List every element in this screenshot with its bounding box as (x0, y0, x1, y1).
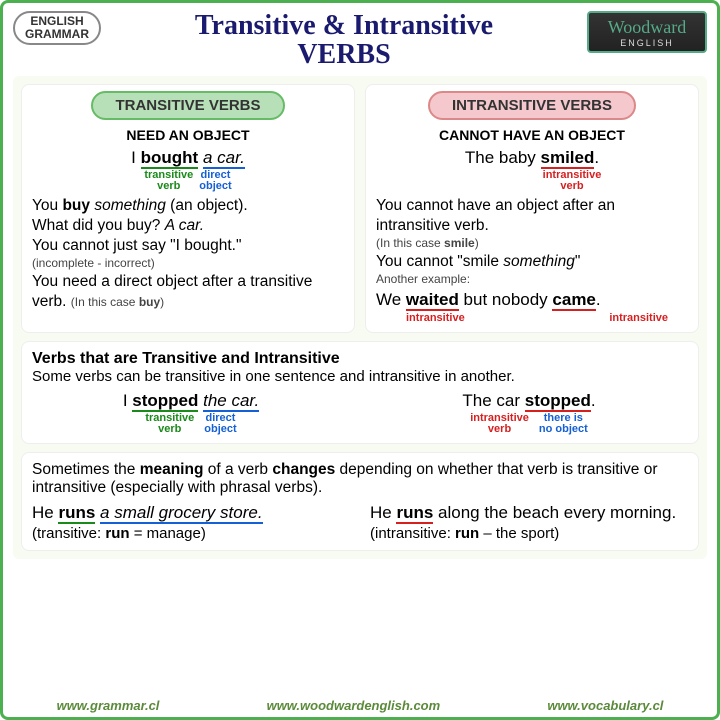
footer-url-2: www.woodwardenglish.com (267, 698, 441, 713)
ex-obj: a car. (203, 148, 245, 169)
footer-url-1: www.grammar.cl (57, 698, 160, 713)
transitive-body: You buy something (an object). What did … (32, 196, 344, 312)
both-examples: I stopped the car. transitiveverb direct… (32, 389, 688, 435)
intransitive-example2: We waited but nobody came. (376, 289, 688, 311)
col-head-transitive: TRANSITIVE VERBS NEED AN OBJECT I bought… (32, 91, 344, 192)
meaning-text: Sometimes the meaning of a verb changes … (32, 461, 688, 497)
transitive-annot: transitive verb direct object (32, 170, 344, 192)
meaning-examples: He runs a small grocery store. (transiti… (32, 501, 688, 542)
ex-verb-intr: smiled (541, 148, 595, 169)
intransitive-subhead: CANNOT HAVE AN OBJECT (376, 127, 688, 143)
meaning-section: Sometimes the meaning of a verb changes … (21, 452, 699, 551)
footer-url-3: www.vocabulary.cl (547, 698, 663, 713)
ex-verb: bought (141, 148, 199, 169)
col-head-intransitive: INTRANSITIVE VERBS CANNOT HAVE AN OBJECT… (376, 91, 688, 192)
intransitive-body: You cannot have an object after an intra… (376, 196, 688, 325)
footer-links: www.grammar.cl www.woodwardenglish.com w… (3, 698, 717, 713)
two-columns: TRANSITIVE VERBS NEED AN OBJECT I bought… (21, 84, 699, 334)
transitive-column: TRANSITIVE VERBS NEED AN OBJECT I bought… (21, 84, 355, 334)
both-title: Verbs that are Transitive and Intransiti… (32, 350, 688, 368)
infographic-frame: ENGLISH GRAMMAR Transitive & Intransitiv… (0, 0, 720, 720)
intransitive-pill: INTRANSITIVE VERBS (428, 91, 636, 120)
both-sub: Some verbs can be transitive in one sent… (32, 368, 688, 385)
transitive-subhead: NEED AN OBJECT (32, 127, 344, 143)
grammar-badge: ENGLISH GRAMMAR (13, 11, 101, 45)
header: ENGLISH GRAMMAR Transitive & Intransitiv… (13, 11, 707, 70)
logo-brand: Woodward (608, 17, 687, 38)
title-line1: Transitive & Intransitive (109, 11, 579, 40)
title-line2: VERBS (109, 40, 579, 69)
intransitive-annot2: intransitive intransitive (376, 313, 688, 324)
intransitive-column: INTRANSITIVE VERBS CANNOT HAVE AN OBJECT… (365, 84, 699, 334)
main-title: Transitive & Intransitive VERBS (109, 11, 579, 70)
badge-line2: GRAMMAR (25, 28, 89, 41)
both-section: Verbs that are Transitive and Intransiti… (21, 341, 699, 444)
logo-sub: ENGLISH (620, 38, 674, 48)
woodward-logo: Woodward ENGLISH (587, 11, 707, 53)
intransitive-example: The baby smiled. (376, 148, 688, 168)
intransitive-annot: intransitive verb (456, 170, 688, 192)
transitive-example: I bought a car. (32, 148, 344, 168)
content-area: TRANSITIVE VERBS NEED AN OBJECT I bought… (13, 76, 707, 560)
transitive-pill: TRANSITIVE VERBS (91, 91, 284, 120)
